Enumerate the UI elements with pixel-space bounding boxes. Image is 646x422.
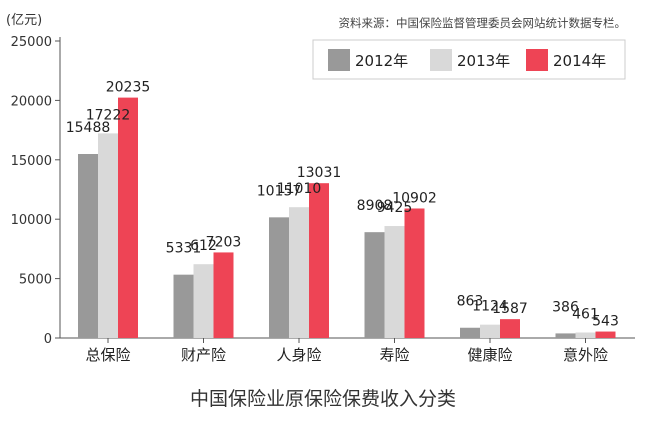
bar-2012年-寿险 (364, 232, 385, 338)
data-label: 863 (457, 294, 484, 310)
data-label: 7203 (206, 234, 242, 250)
data-label: 20235 (106, 80, 151, 96)
bar-2013年-健康险 (480, 324, 500, 338)
data-label: 461 (572, 307, 599, 323)
y-axis-unit-label: (亿元) (6, 13, 42, 28)
legend-frame (312, 39, 626, 80)
bar-2012年-人身险 (269, 217, 289, 338)
data-label: 1587 (492, 301, 528, 317)
bar-2014年-健康险 (500, 319, 520, 338)
legend: 2012年 2013年 2014年 (312, 39, 626, 80)
bar-2014年-意外险 (595, 331, 616, 338)
x-tick-label: 健康险 (467, 346, 512, 364)
bar-2013年-财产险 (193, 264, 214, 338)
x-tick-label: 财产险 (181, 346, 226, 364)
data-label: 612 (190, 238, 217, 254)
bar-2014年-财产险 (213, 252, 234, 338)
data-label: 13031 (297, 165, 342, 181)
data-label: 5331 (166, 241, 202, 257)
legend-label: 2014年 (553, 52, 606, 70)
bar-2012年-意外险 (555, 333, 576, 338)
bar-2012年-总保险 (78, 154, 98, 338)
data-label: 543 (592, 314, 619, 330)
y-axis: 0 5000 10000 15000 20000 25000 (11, 35, 635, 347)
bar-2014年-寿险 (404, 208, 425, 338)
legend-label: 2013年 (457, 52, 510, 70)
data-label: 17222 (86, 107, 131, 123)
legend-swatch (328, 49, 350, 71)
chart-title: 中国保险业原保险保费收入分类 (190, 388, 456, 410)
x-tick-label: 寿险 (379, 346, 409, 364)
bar-2013年-意外险 (575, 332, 596, 338)
y-tick-label: 20000 (11, 94, 52, 109)
data-label: 10157 (257, 183, 302, 199)
data-label: 15488 (66, 120, 111, 136)
data-label: 1124 (472, 299, 508, 315)
data-label: 9425 (377, 200, 413, 216)
bar-2012年-财产险 (173, 274, 194, 338)
legend-label: 2012年 (355, 52, 408, 70)
bar-2013年-人身险 (289, 207, 309, 338)
data-label: 11010 (277, 181, 322, 197)
bar-2013年-总保险 (98, 133, 118, 338)
x-axis: 总保险 财产险 人身险 寿险 健康险 意外险 (85, 338, 608, 364)
data-label: 10902 (392, 190, 437, 206)
y-tick-label: 25000 (11, 35, 52, 50)
x-tick-label: 意外险 (563, 346, 608, 364)
source-note: 资料来源：中国保险监督管理委员会网站统计数据专栏。 (339, 16, 627, 30)
legend-swatch (526, 49, 548, 71)
y-tick-label: 0 (44, 332, 52, 347)
y-tick-label: 5000 (19, 273, 52, 288)
data-label: 8908 (357, 198, 393, 214)
bar-2014年-总保险 (118, 97, 138, 338)
bar-2013年-寿险 (384, 226, 405, 338)
bar-2014年-人身险 (309, 183, 329, 338)
y-tick-label: 10000 (11, 213, 52, 228)
x-tick-label: 总保险 (85, 346, 130, 364)
data-label: 386 (552, 299, 579, 315)
y-tick-label: 15000 (11, 154, 52, 169)
x-tick-label: 人身险 (276, 346, 321, 364)
legend-swatch (430, 49, 452, 71)
bar-2012年-健康险 (460, 327, 480, 338)
